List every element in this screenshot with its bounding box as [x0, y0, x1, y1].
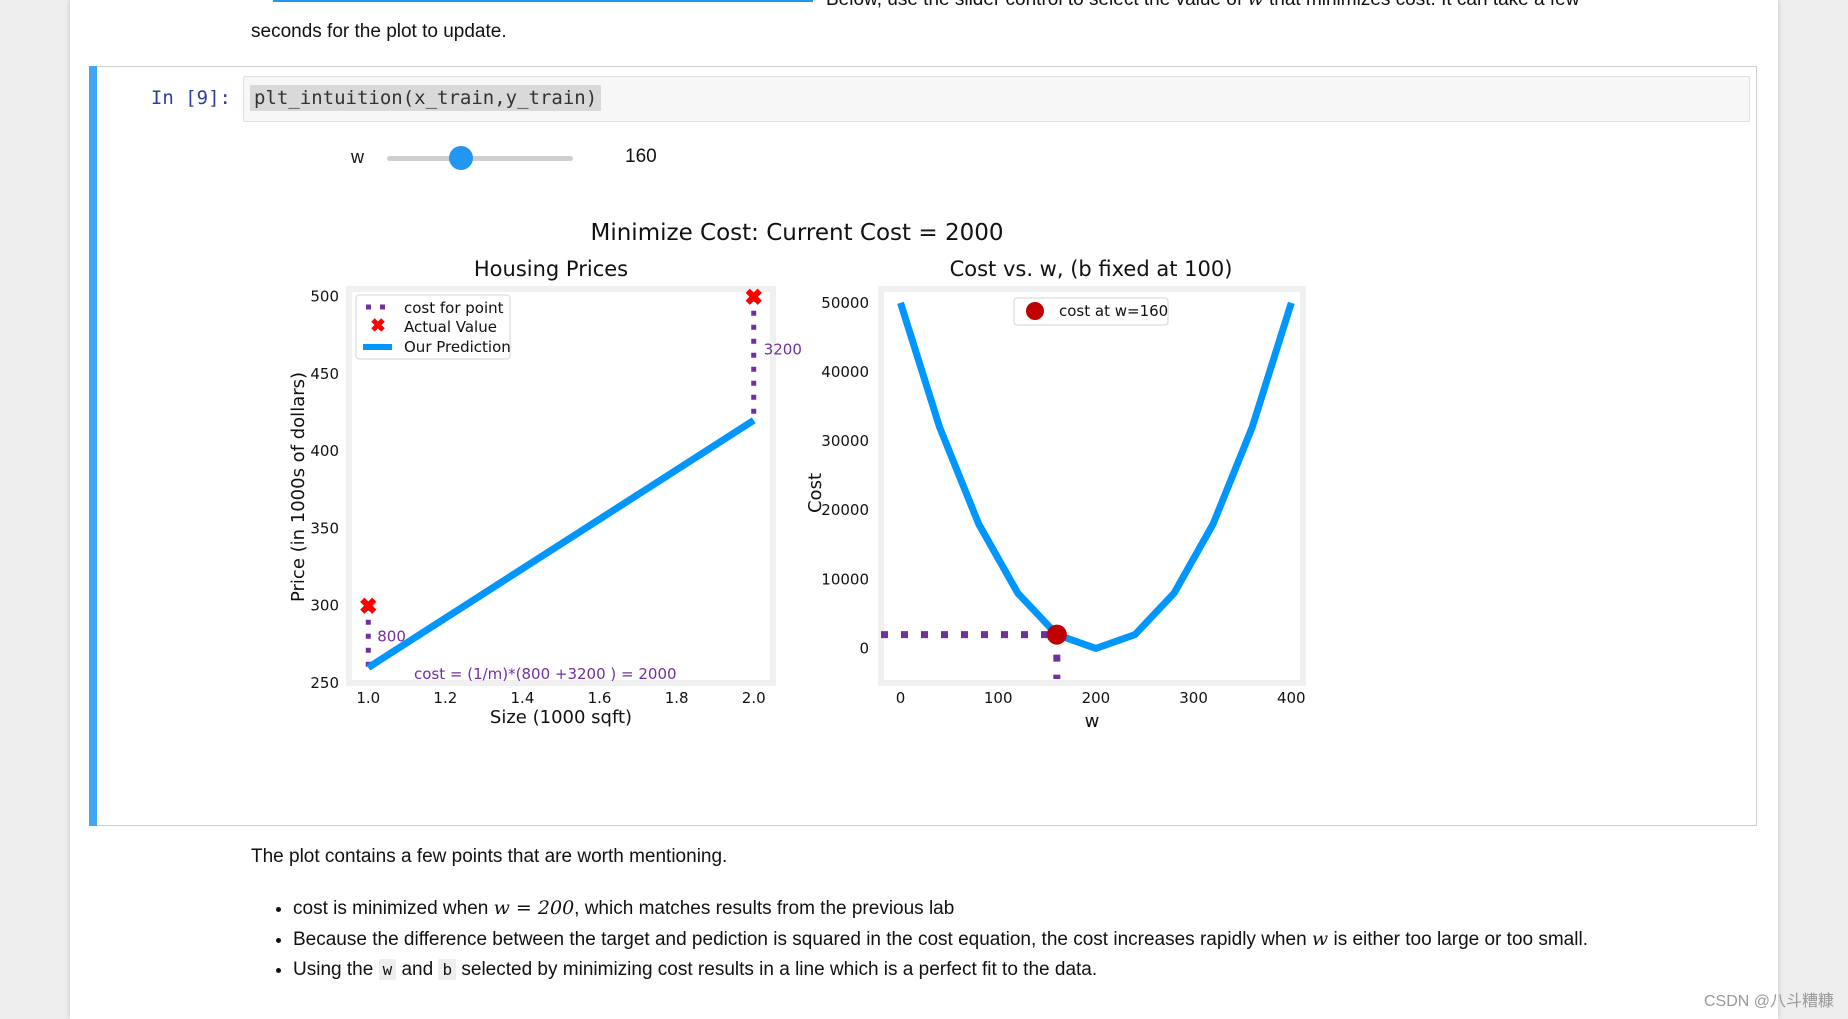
cost-plot-area — [878, 286, 1306, 686]
slider-track[interactable] — [387, 156, 573, 161]
notebook-page: Below, use the slider control to select … — [70, 0, 1778, 1019]
actual-marker-stroke — [745, 288, 762, 305]
figure: Minimize Cost: Current Cost = 2000 Housi… — [288, 220, 1306, 732]
housing-ytick-label: 300 — [310, 597, 339, 615]
markdown-notes: The plot contains a few points that are … — [251, 846, 1751, 988]
cost-xtick-label: 200 — [1082, 689, 1111, 707]
w-slider-widget[interactable]: w 160 — [351, 137, 671, 177]
code-cell[interactable]: In [9]: plt_intuition(x_train,y_train) w… — [89, 66, 1757, 826]
cost-label-point-2: 3200 — [764, 341, 802, 359]
housing-ytick-label: 250 — [310, 674, 339, 692]
housing-title: Housing Prices — [474, 257, 628, 281]
cost-ytick-label: 30000 — [821, 432, 869, 450]
intro-line-2: seconds for the plot to update. — [251, 21, 507, 42]
housing-chart: Housing Prices 250 300 350 400 450 500 1.0 1.2… — [288, 257, 802, 728]
cost-xtick-label: 300 — [1179, 689, 1208, 707]
slider-value: 160 — [625, 146, 657, 167]
legend-cost-at-w-swatch — [1026, 302, 1044, 320]
notes-intro: The plot contains a few points that are … — [251, 846, 728, 867]
cost-chart: Cost vs. w, (b fixed at 100) 0 10000 20000… — [805, 257, 1306, 732]
cost-xtick-label: 400 — [1277, 689, 1306, 707]
cost-xtick-label: 0 — [896, 689, 906, 707]
note-item: cost is minimized when w = 200, which ma… — [293, 896, 1751, 921]
cost-label-point-1: 800 — [377, 628, 406, 646]
cost-ytick-label: 40000 — [821, 363, 869, 381]
slider-label: w — [351, 147, 364, 167]
housing-xlabel: Size (1000 sqft) — [490, 707, 632, 728]
housing-ytick-label: 450 — [310, 365, 339, 383]
actual-value-marker — [745, 288, 762, 305]
housing-xtick-label: 2.0 — [742, 689, 766, 707]
cost-ylabel: Cost — [805, 473, 826, 513]
housing-legend: cost for point Actual Value Our Predicti… — [355, 294, 511, 360]
math-w: w — [1247, 0, 1263, 10]
prediction-line — [366, 417, 756, 671]
note-item: Using the w and b selected by minimizing… — [293, 958, 1751, 982]
cost-xlabel: w — [1085, 711, 1100, 732]
housing-ytick-label: 350 — [310, 519, 339, 537]
actual-marker-stroke — [360, 597, 377, 614]
inline-code-w: w — [378, 959, 397, 980]
intro-divider — [273, 0, 813, 2]
code-text[interactable]: plt_intuition(x_train,y_train) — [250, 85, 602, 111]
housing-xtick-label: 1.0 — [356, 689, 380, 707]
legend-cost-at-w: cost at w=160 — [1059, 302, 1168, 320]
housing-ylabel: Price (in 1000s of dollars) — [288, 372, 309, 602]
cost-title: Cost vs. w, (b fixed at 100) — [950, 257, 1233, 281]
cost-legend: cost at w=160 — [1013, 297, 1169, 326]
cost-ytick-label: 20000 — [821, 501, 869, 519]
legend-actual-value: Actual Value — [404, 318, 497, 336]
notes-list: cost is minimized when w = 200, which ma… — [251, 896, 1751, 982]
cost-ytick-label: 10000 — [821, 570, 869, 588]
cost-xtick-label: 100 — [984, 689, 1013, 707]
legend-actual-swatch — [371, 318, 385, 332]
math-w-equals-200: w = 200 — [493, 897, 575, 919]
cost-curve — [897, 301, 1295, 652]
note-item: Because the difference between the targe… — [293, 927, 1751, 952]
housing-ytick-label: 500 — [310, 288, 339, 306]
code-input[interactable]: plt_intuition(x_train,y_train) — [243, 76, 1750, 122]
housing-xtick-label: 1.2 — [433, 689, 457, 707]
actual-value-marker — [360, 597, 377, 614]
housing-xtick-label: 1.8 — [665, 689, 689, 707]
math-w: w — [1311, 928, 1329, 950]
current-cost-point — [1046, 624, 1067, 645]
cost-annotation: cost = (1/m)*(800 +3200 ) = 2000 — [414, 665, 677, 683]
cell-prompt: In [9]: — [150, 87, 231, 109]
inline-code-b: b — [438, 959, 457, 980]
legend-cost-for-point: cost for point — [404, 299, 504, 317]
watermark: CSDN @八斗糟糠 — [1703, 993, 1834, 1010]
housing-ytick-label: 400 — [310, 442, 339, 460]
cell-selection-bar — [89, 66, 97, 826]
intro-line-1: Below, use the slider control to select … — [826, 0, 1579, 11]
cost-ytick-label: 50000 — [821, 294, 869, 312]
slider-handle[interactable] — [449, 146, 474, 170]
figure-suptitle: Minimize Cost: Current Cost = 2000 — [591, 220, 1004, 246]
cost-ytick-label: 0 — [859, 639, 869, 657]
housing-xtick-label: 1.4 — [511, 689, 535, 707]
legend-our-prediction: Our Prediction — [404, 338, 511, 356]
housing-xtick-label: 1.6 — [588, 689, 612, 707]
